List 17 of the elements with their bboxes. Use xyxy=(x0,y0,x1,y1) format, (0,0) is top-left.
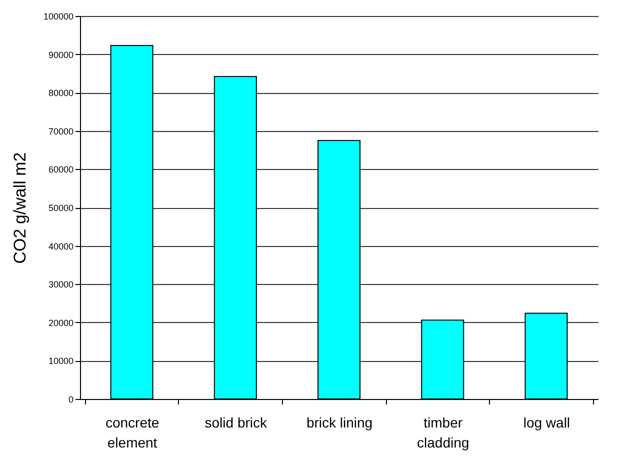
y-tick-label: 90000 xyxy=(48,50,74,60)
y-tick-label: 70000 xyxy=(48,126,74,136)
y-axis-title: CO2 g/wall m2 xyxy=(10,152,30,264)
y-tick-label: 60000 xyxy=(48,164,74,175)
y-tick-label: 20000 xyxy=(48,318,74,328)
y-tick-label: 30000 xyxy=(48,280,74,290)
x-tick-label: solid brick xyxy=(204,414,268,430)
x-tick-label: log wall xyxy=(523,414,570,430)
x-tick-label: concrete element xyxy=(105,414,160,450)
x-tick-label: timber cladding xyxy=(417,414,470,450)
y-tick-label: 80000 xyxy=(48,88,74,98)
x-tick-label: brick lining xyxy=(306,414,373,430)
y-tick-label: 50000 xyxy=(48,203,74,213)
y-tick-label: 10000 xyxy=(48,356,74,366)
y-tick-label: 0 xyxy=(68,394,74,404)
y-tick-label: 40000 xyxy=(48,241,74,252)
y-tick-label: 100000 xyxy=(43,12,74,22)
